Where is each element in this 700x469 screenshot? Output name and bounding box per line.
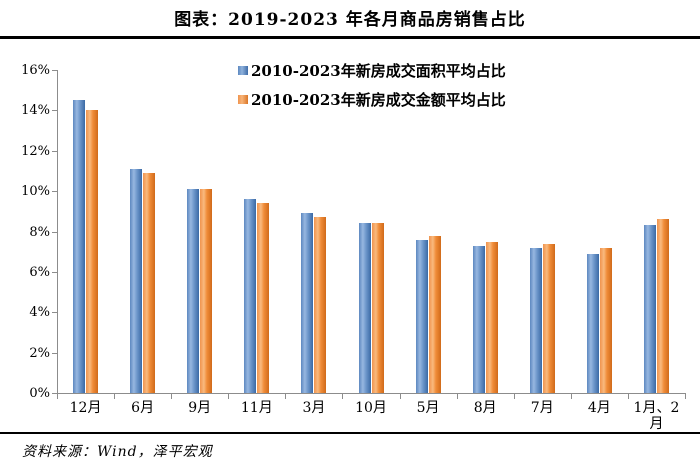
- x-axis-category-label: 11月: [240, 400, 273, 416]
- x-axis-tick: [685, 394, 686, 399]
- bar-area-9月: [187, 189, 200, 393]
- bar-amount-8月: [485, 241, 498, 393]
- y-axis-line: [57, 70, 58, 393]
- bar-amount-12月: [86, 110, 99, 393]
- x-axis-tick: [57, 394, 58, 399]
- bar-area-6月: [130, 168, 143, 393]
- y-axis-tick-label: 12%: [21, 143, 50, 159]
- bar-amount-7月: [542, 243, 555, 393]
- y-axis-tick-label: 4%: [29, 305, 50, 321]
- bar-area-7月: [529, 247, 542, 393]
- bar-area-11月: [244, 199, 257, 393]
- y-axis-tick: [52, 150, 57, 152]
- x-axis-tick: [627, 394, 629, 399]
- bar-area-8月: [472, 245, 485, 393]
- bar-area-4月: [586, 253, 599, 393]
- y-axis-tick-label: 2%: [29, 345, 50, 361]
- y-axis-tick: [52, 271, 57, 273]
- x-axis-tick: [570, 394, 572, 399]
- bar-area-3月: [301, 213, 314, 393]
- x-axis-category-label: 6月: [131, 400, 155, 416]
- y-axis-tick: [52, 110, 57, 112]
- x-axis-category-label: 12月: [69, 400, 102, 416]
- x-axis-category-label: 4月: [587, 400, 611, 416]
- bar-amount-6月: [143, 172, 156, 393]
- bar-area-5月: [415, 239, 428, 393]
- y-axis-tick-label: 6%: [29, 264, 50, 280]
- bottom-divider: [0, 432, 700, 434]
- bar-amount-1月、2月: [656, 219, 669, 393]
- legend: 2010-2023年新房成交面积平均占比 2010-2023年新房成交金额平均占…: [238, 59, 506, 117]
- bar-area-10月: [358, 223, 371, 393]
- legend-item-amount: 2010-2023年新房成交金额平均占比: [238, 88, 506, 110]
- y-axis-tick-label: 8%: [29, 224, 50, 240]
- bar-amount-3月: [314, 217, 327, 393]
- bar-amount-5月: [428, 235, 441, 393]
- top-divider: [0, 36, 700, 39]
- bar-area-12月: [73, 100, 86, 393]
- legend-label-area: 2010-2023年新房成交面积平均占比: [251, 61, 506, 80]
- x-axis-category-label: 9月: [188, 400, 212, 416]
- x-axis-category-label: 3月: [302, 400, 326, 416]
- bar-amount-4月: [599, 247, 612, 393]
- x-axis-tick: [114, 394, 116, 399]
- y-axis-tick: [52, 231, 57, 233]
- x-axis-line: [57, 393, 686, 394]
- x-axis-category-label: 5月: [416, 400, 440, 416]
- x-axis-tick: [228, 394, 230, 399]
- source-note: 资料来源：Wind，泽平宏观: [22, 444, 213, 460]
- y-axis-tick: [52, 352, 57, 354]
- bar-amount-10月: [371, 223, 384, 393]
- y-axis-tick: [52, 70, 57, 71]
- chart-title: 图表：2019-2023 年各月商品房销售占比: [174, 10, 526, 30]
- legend-item-area: 2010-2023年新房成交面积平均占比: [238, 59, 506, 81]
- legend-label-amount: 2010-2023年新房成交金额平均占比: [251, 90, 506, 109]
- y-axis-tick: [52, 312, 57, 314]
- x-axis-tick: [285, 394, 287, 399]
- x-axis-category-label: 10月: [355, 400, 387, 416]
- bar-amount-9月: [200, 189, 213, 393]
- bar-area-1月、2月: [643, 225, 656, 393]
- x-axis-tick: [342, 394, 344, 399]
- x-axis-tick: [456, 394, 458, 399]
- y-axis-tick: [52, 191, 57, 193]
- x-axis-tick: [399, 394, 401, 399]
- bar-amount-11月: [257, 203, 270, 393]
- x-axis-category-label: 7月: [530, 400, 554, 416]
- x-axis-tick: [171, 394, 173, 399]
- y-axis-tick: [52, 393, 57, 394]
- x-axis-tick: [513, 394, 515, 399]
- y-axis-tick-label: 0%: [29, 386, 50, 401]
- y-axis-tick-label: 16%: [21, 63, 50, 78]
- orange-square-icon: [238, 94, 248, 104]
- blue-square-icon: [238, 65, 248, 75]
- y-axis-tick-label: 14%: [21, 103, 50, 119]
- y-axis-tick-label: 10%: [21, 184, 50, 200]
- x-axis-category-label: 1月、2月: [633, 400, 680, 432]
- x-axis-category-label: 8月: [473, 400, 497, 416]
